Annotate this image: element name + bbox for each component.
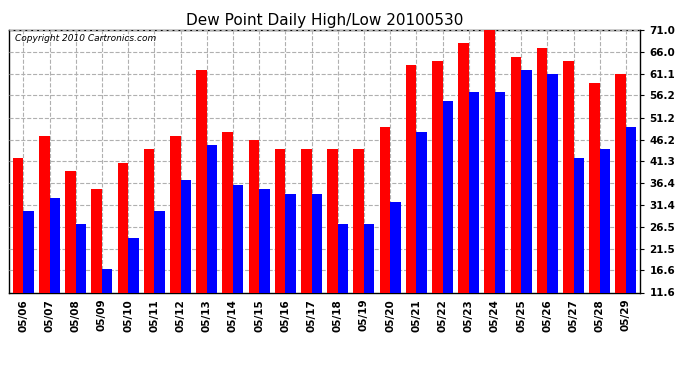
Bar (327, 149, 337, 344)
Bar (50, 198, 60, 344)
Bar (521, 70, 531, 344)
Bar (286, 194, 296, 344)
Bar (248, 141, 259, 344)
Bar (416, 132, 427, 344)
Bar (170, 136, 181, 344)
Bar (353, 149, 364, 344)
Bar (222, 132, 233, 344)
Bar (469, 92, 480, 344)
Bar (144, 149, 155, 344)
Bar (13, 158, 23, 344)
Bar (537, 48, 547, 344)
Bar (39, 136, 50, 344)
Bar (563, 61, 573, 344)
Bar (364, 225, 375, 344)
Bar (495, 92, 505, 344)
Bar (128, 238, 139, 344)
Bar (442, 101, 453, 344)
Bar (589, 83, 600, 344)
Bar (155, 211, 165, 344)
Bar (196, 70, 207, 344)
Bar (432, 61, 442, 344)
Bar (573, 158, 584, 344)
Bar (547, 74, 558, 344)
Bar (511, 57, 521, 344)
Bar (390, 202, 401, 344)
Text: Dew Point Daily High/Low 20100530: Dew Point Daily High/Low 20100530 (186, 13, 463, 28)
Bar (259, 189, 270, 344)
Bar (275, 149, 286, 344)
Bar (233, 184, 244, 344)
Bar (600, 149, 610, 344)
Bar (181, 180, 191, 344)
Bar (23, 211, 34, 344)
Bar (337, 225, 348, 344)
Bar (484, 26, 495, 344)
Text: Copyright 2010 Cartronics.com: Copyright 2010 Cartronics.com (15, 34, 157, 43)
Bar (92, 189, 102, 344)
Bar (301, 149, 312, 344)
Bar (458, 43, 469, 344)
Bar (118, 163, 128, 344)
Bar (380, 127, 390, 344)
Bar (406, 65, 416, 344)
Bar (615, 74, 626, 344)
Bar (312, 194, 322, 344)
Bar (626, 127, 636, 344)
Bar (207, 145, 217, 344)
Bar (66, 171, 76, 344)
Bar (76, 225, 86, 344)
Bar (102, 268, 112, 344)
